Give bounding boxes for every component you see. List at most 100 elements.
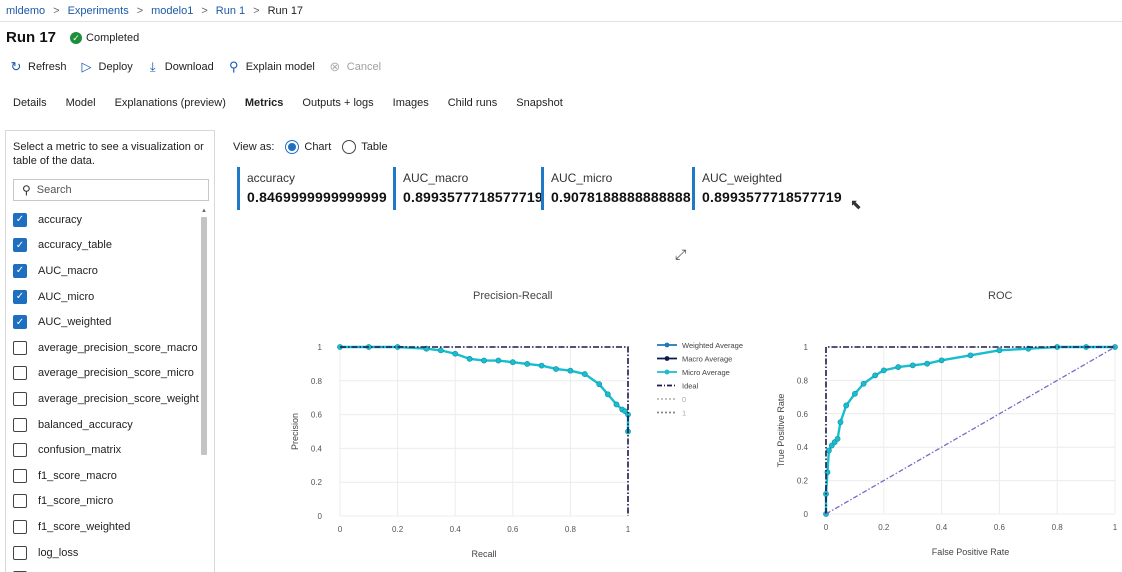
checkbox[interactable] xyxy=(13,443,27,458)
pr-ideal-line xyxy=(340,346,629,516)
pr-data-point xyxy=(581,371,588,377)
metric-list-item[interactable]: ✓ accuracy xyxy=(13,207,199,233)
download-button[interactable]: ⤓ Download xyxy=(147,58,214,76)
search-icon: ⚲ xyxy=(228,59,239,74)
roc-y-tick-label: 1 xyxy=(804,343,809,352)
metric-label: accuracy_table xyxy=(38,239,112,252)
checkbox[interactable] xyxy=(13,545,27,560)
metric-list-item[interactable]: f1_score_macro xyxy=(13,463,199,489)
explain-model-button[interactable]: ⚲ Explain model xyxy=(228,58,315,76)
checkbox-checked[interactable]: ✓ xyxy=(13,289,27,304)
pr-y-tick-label: 0 xyxy=(318,512,323,521)
download-label: Download xyxy=(164,61,214,73)
legend-marker xyxy=(664,342,670,348)
search-box[interactable]: ⚲ xyxy=(13,179,209,201)
radio-table[interactable] xyxy=(342,140,357,154)
view-chart-option[interactable]: Chart xyxy=(285,140,331,154)
metric-list-item[interactable]: balanced_accuracy xyxy=(13,412,199,438)
search-input[interactable] xyxy=(36,184,197,196)
roc-x-tick-label: 0.2 xyxy=(878,523,890,532)
checkbox[interactable] xyxy=(13,340,27,355)
checkbox-checked[interactable]: ✓ xyxy=(13,212,27,227)
checkbox[interactable] xyxy=(13,366,27,381)
refresh-icon: ↻ xyxy=(10,59,22,74)
pr-y-tick-label: 0.6 xyxy=(311,411,323,420)
metric-label: AUC_micro xyxy=(38,290,95,303)
checkbox[interactable] xyxy=(13,519,27,534)
deploy-button[interactable]: ▷ Deploy xyxy=(81,58,133,76)
roc-x-tick-label: 0.4 xyxy=(936,523,948,532)
pr-data-point xyxy=(495,357,502,364)
toolbar: ↻ Refresh ▷ Deploy ⤓ Download ⚲ Explain … xyxy=(10,58,395,76)
roc-data-point xyxy=(895,364,902,370)
metric-list-item[interactable]: f1_score_micro xyxy=(13,489,199,515)
metric-label: f1_score_micro xyxy=(38,495,114,508)
breadcrumb-mldemo[interactable]: mldemo xyxy=(6,5,46,17)
checkbox-checked[interactable]: ✓ xyxy=(13,263,27,278)
roc-data-point xyxy=(909,362,916,369)
metric-list-item[interactable]: ✓ AUC_macro xyxy=(13,258,199,284)
metric-list-item[interactable]: log_loss xyxy=(13,540,199,566)
pr-data-point xyxy=(481,357,487,364)
tab-explanations[interactable]: Explanations (preview) xyxy=(114,97,226,109)
scrollbar[interactable]: ▲ xyxy=(200,207,208,572)
roc-diagonal-line xyxy=(825,346,1116,515)
refresh-label: Refresh xyxy=(28,61,67,73)
metric-list-item[interactable]: average_precision_score_macro xyxy=(13,335,199,361)
roc-x-tick-label: 0.6 xyxy=(994,523,1006,532)
tab-images[interactable]: Images xyxy=(392,97,429,109)
checkbox-checked[interactable]: ✓ xyxy=(13,238,27,253)
breadcrumb-modelo1[interactable]: modelo1 xyxy=(151,5,194,17)
legend-marker xyxy=(664,356,670,361)
tab-snapshot[interactable]: Snapshot xyxy=(516,97,563,109)
roc-x-tick-label: 0.8 xyxy=(1052,523,1064,532)
metric-list-item[interactable]: ✓ accuracy_table xyxy=(13,233,199,259)
roc-x-axis-label: False Positive Rate xyxy=(932,547,1010,557)
metric-list-item[interactable]: confusion_matrix xyxy=(13,437,199,463)
metric-card-value: 0.8993577718577719 xyxy=(702,189,842,205)
tab-details[interactable]: Details xyxy=(13,97,47,109)
tab-model[interactable]: Model xyxy=(65,97,96,109)
radio-chart[interactable] xyxy=(285,140,300,154)
tab-child-runs[interactable]: Child runs xyxy=(447,97,498,109)
metric-list-item[interactable]: f1_score_weighted xyxy=(13,514,199,540)
pr-y-axis-label: Precision xyxy=(290,413,300,450)
pr-x-axis-label: Recall xyxy=(471,549,496,559)
tab-outputs-logs[interactable]: Outputs + logs xyxy=(302,97,374,109)
checkbox[interactable] xyxy=(13,391,27,406)
breadcrumb-experiments[interactable]: Experiments xyxy=(67,5,129,17)
metric-list-item[interactable]: ✓ AUC_weighted xyxy=(13,309,199,335)
roc-data-point xyxy=(825,447,832,454)
scroll-up-icon[interactable]: ▲ xyxy=(201,208,207,214)
metric-card-label: AUC_micro xyxy=(551,171,613,185)
cancel-button[interactable]: ⊗ Cancel xyxy=(329,58,381,76)
metric-list-item[interactable]: ✓ AUC_micro xyxy=(13,284,199,310)
metric-card-auc-macro: AUC_macro 0.8993577718577719 xyxy=(393,167,543,210)
expand-icon[interactable]: ⤢ xyxy=(675,246,687,262)
scrollbar-thumb[interactable] xyxy=(201,217,207,455)
pr-data-point xyxy=(613,401,620,408)
checkbox-checked[interactable]: ✓ xyxy=(13,315,27,330)
refresh-button[interactable]: ↻ Refresh xyxy=(10,58,67,76)
checkbox[interactable] xyxy=(13,494,27,509)
metric-list-item[interactable]: average_precision_score_micro xyxy=(13,361,199,387)
explain-label: Explain model xyxy=(245,61,315,73)
checkbox[interactable] xyxy=(13,417,27,432)
metric-label: average_precision_score_macro xyxy=(38,341,198,354)
view-table-option[interactable]: Table xyxy=(342,140,388,154)
metric-label: confusion_matrix xyxy=(38,444,122,457)
pr-data-point xyxy=(452,350,459,357)
pr-data-point xyxy=(596,381,603,388)
pr-data-point xyxy=(553,366,559,372)
roc-x-tick-label: 1 xyxy=(1113,523,1118,532)
checkbox[interactable] xyxy=(13,468,27,483)
chart-option-label: Chart xyxy=(304,141,332,153)
search-icon: ⚲ xyxy=(22,183,31,197)
metric-label: log_loss xyxy=(38,546,79,559)
pr-data-point xyxy=(509,359,516,366)
metric-label: AUC_macro xyxy=(38,264,98,277)
roc-data-point xyxy=(924,360,931,367)
metric-list-item[interactable]: average_precision_score_weighted xyxy=(13,386,199,412)
breadcrumb-run-1[interactable]: Run 1 xyxy=(215,5,246,17)
tab-metrics[interactable]: Metrics xyxy=(244,97,284,109)
